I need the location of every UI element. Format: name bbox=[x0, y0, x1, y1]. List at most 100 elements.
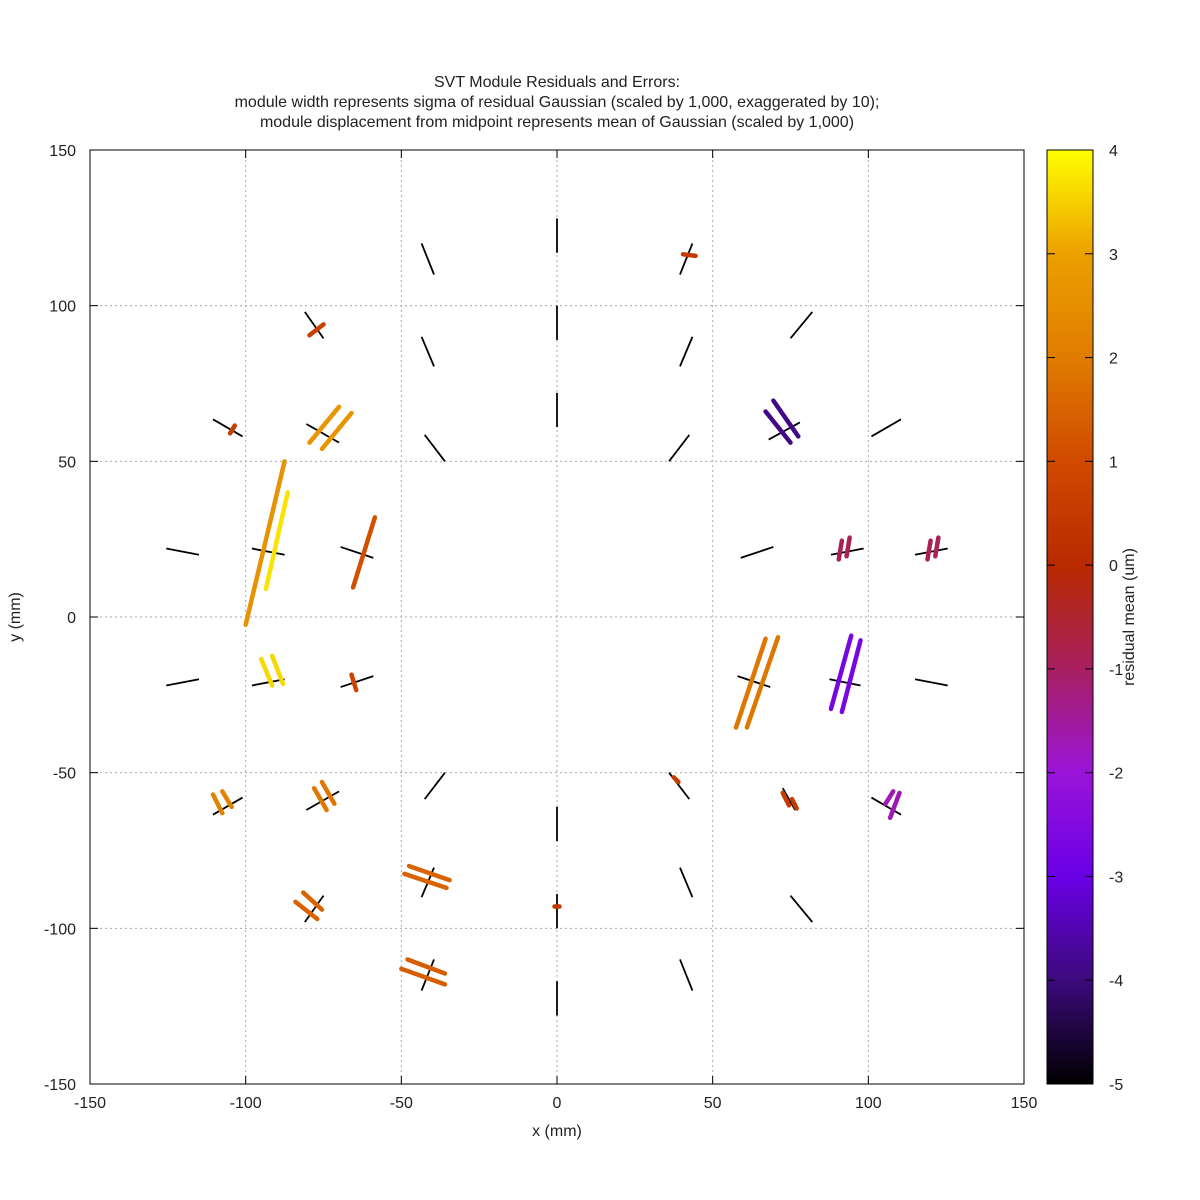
x-tick-label: 100 bbox=[855, 1095, 882, 1112]
colorbar-tick-labels: -5 -4 -3 -2 -1 0 1 2 3 4 bbox=[1109, 143, 1123, 1094]
residual-line bbox=[828, 633, 854, 712]
colorbar-tick-label: -1 bbox=[1109, 662, 1123, 679]
x-tick-label: -50 bbox=[390, 1095, 413, 1112]
module-lines bbox=[166, 218, 948, 1016]
residual-line bbox=[399, 966, 448, 987]
residual-line bbox=[406, 863, 452, 883]
residual-line bbox=[220, 789, 234, 810]
module-line bbox=[679, 867, 694, 898]
residual-line bbox=[319, 410, 354, 452]
colorbar-tick-label: 4 bbox=[1109, 143, 1118, 160]
colorbar-ticks bbox=[1047, 149, 1093, 1085]
colorbar-tick-label: 3 bbox=[1109, 247, 1118, 264]
residual-line bbox=[733, 636, 768, 730]
module-line bbox=[212, 418, 244, 438]
module-line bbox=[737, 675, 771, 688]
module-line bbox=[668, 434, 691, 462]
module-line bbox=[870, 418, 902, 438]
residual-line bbox=[269, 653, 286, 687]
x-tick-label: 150 bbox=[1011, 1095, 1038, 1112]
y-tick-label: 100 bbox=[49, 299, 76, 316]
y-tick-label: -100 bbox=[44, 921, 76, 938]
module-line bbox=[740, 546, 774, 559]
module-line bbox=[789, 895, 813, 923]
module-line bbox=[679, 336, 694, 367]
colorbar-tick-label: 0 bbox=[1109, 558, 1118, 575]
residual-line bbox=[836, 538, 845, 562]
residual-line bbox=[210, 792, 225, 816]
module-line bbox=[420, 336, 435, 367]
residual-line bbox=[301, 890, 325, 912]
colorbar: -5 -4 -3 -2 -1 0 1 2 3 4 residual mean (um) bbox=[1046, 143, 1138, 1094]
colorbar-tick-label: 1 bbox=[1109, 454, 1118, 471]
colorbar-tick-label: 2 bbox=[1109, 351, 1118, 368]
residual-line bbox=[887, 790, 902, 821]
module-line bbox=[304, 895, 325, 923]
module-line bbox=[914, 547, 948, 556]
residual-line bbox=[839, 638, 863, 715]
y-axis-label: y (mm) bbox=[7, 592, 24, 642]
module-line bbox=[420, 959, 435, 991]
residual-line bbox=[349, 672, 359, 693]
module-line bbox=[340, 546, 374, 559]
residual-line bbox=[307, 404, 342, 445]
residual-line bbox=[883, 789, 896, 807]
y-tick-label: 150 bbox=[49, 143, 76, 160]
residual-line bbox=[402, 871, 449, 891]
residual-line bbox=[227, 423, 238, 436]
x-tick-label: -150 bbox=[74, 1095, 106, 1112]
residual-line bbox=[311, 785, 329, 813]
residual-line bbox=[933, 535, 941, 559]
x-tick-label: -100 bbox=[230, 1095, 262, 1112]
module-line bbox=[212, 796, 244, 816]
module-line bbox=[304, 311, 325, 339]
chart-title-line-3: module displacement from midpoint repres… bbox=[260, 114, 854, 131]
y-tick-labels: -150 -100 -50 0 50 100 150 bbox=[44, 143, 76, 1094]
grid bbox=[90, 150, 1024, 1084]
residual-line bbox=[680, 252, 698, 259]
y-tick-label: -50 bbox=[53, 766, 76, 783]
residual-line bbox=[307, 322, 326, 338]
module-line bbox=[768, 421, 801, 441]
module-line bbox=[789, 311, 813, 339]
module-line bbox=[166, 547, 200, 556]
residual-line bbox=[925, 538, 933, 562]
residual-line bbox=[844, 535, 852, 559]
module-line bbox=[914, 678, 948, 687]
x-tick-labels: -150 -100 -50 0 50 100 150 bbox=[74, 1095, 1037, 1112]
y-tick-label: 50 bbox=[58, 454, 76, 471]
module-line bbox=[420, 243, 435, 275]
residual-line bbox=[350, 515, 378, 590]
x-tick-label: 0 bbox=[553, 1095, 562, 1112]
axis-ticks bbox=[89, 149, 1025, 1085]
residual-line bbox=[780, 790, 792, 808]
residual-line bbox=[319, 779, 337, 807]
residual-line bbox=[763, 409, 793, 445]
residual-line bbox=[744, 634, 781, 730]
residual-line bbox=[263, 490, 290, 592]
colorbar-tick-label: -4 bbox=[1109, 973, 1123, 990]
module-line bbox=[679, 959, 694, 991]
colorbar-tick-label: -3 bbox=[1109, 869, 1123, 886]
module-line bbox=[679, 243, 694, 275]
residual-line bbox=[789, 796, 799, 811]
module-line bbox=[251, 547, 285, 556]
x-axis-label: x (mm) bbox=[532, 1123, 582, 1140]
module-line bbox=[305, 423, 340, 444]
y-tick-label: -150 bbox=[44, 1077, 76, 1094]
module-line bbox=[340, 675, 374, 688]
module-line bbox=[423, 772, 446, 800]
colorbar-label: residual mean (um) bbox=[1121, 548, 1138, 686]
module-line bbox=[251, 678, 285, 687]
module-line bbox=[423, 434, 446, 462]
y-tick-label: 0 bbox=[67, 610, 76, 627]
residual-line bbox=[671, 775, 681, 785]
colorbar-tick-label: -5 bbox=[1109, 1077, 1123, 1094]
residual-lines bbox=[210, 252, 941, 987]
colorbar-gradient bbox=[1046, 149, 1094, 1085]
module-line bbox=[166, 678, 200, 687]
module-line bbox=[829, 678, 861, 687]
residual-line bbox=[258, 656, 275, 688]
colorbar-tick-label: -2 bbox=[1109, 766, 1123, 783]
